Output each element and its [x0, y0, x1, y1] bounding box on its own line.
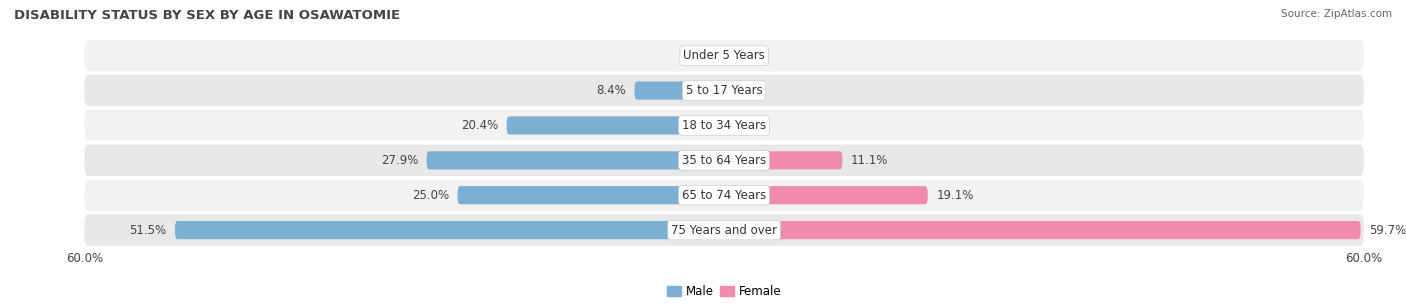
Text: 11.1%: 11.1%	[851, 154, 889, 167]
FancyBboxPatch shape	[84, 75, 1364, 106]
Text: DISABILITY STATUS BY SEX BY AGE IN OSAWATOMIE: DISABILITY STATUS BY SEX BY AGE IN OSAWA…	[14, 9, 401, 22]
Text: 51.5%: 51.5%	[129, 224, 166, 237]
Text: 0.0%: 0.0%	[733, 84, 762, 97]
Text: 65 to 74 Years: 65 to 74 Years	[682, 189, 766, 202]
Text: 18 to 34 Years: 18 to 34 Years	[682, 119, 766, 132]
Text: 25.0%: 25.0%	[412, 189, 449, 202]
Text: 0.0%: 0.0%	[733, 49, 762, 62]
FancyBboxPatch shape	[457, 186, 724, 204]
Text: 19.1%: 19.1%	[936, 189, 973, 202]
FancyBboxPatch shape	[634, 81, 724, 100]
Text: 20.4%: 20.4%	[461, 119, 498, 132]
Text: 27.9%: 27.9%	[381, 154, 418, 167]
Text: 59.7%: 59.7%	[1369, 224, 1406, 237]
Text: 8.4%: 8.4%	[596, 84, 626, 97]
FancyBboxPatch shape	[724, 186, 928, 204]
FancyBboxPatch shape	[174, 221, 724, 239]
FancyBboxPatch shape	[84, 110, 1364, 141]
FancyBboxPatch shape	[426, 151, 724, 169]
FancyBboxPatch shape	[84, 145, 1364, 176]
Text: 35 to 64 Years: 35 to 64 Years	[682, 154, 766, 167]
FancyBboxPatch shape	[84, 179, 1364, 211]
Legend: Male, Female: Male, Female	[662, 281, 786, 303]
FancyBboxPatch shape	[506, 116, 724, 134]
Text: 0.0%: 0.0%	[686, 49, 716, 62]
FancyBboxPatch shape	[724, 221, 1361, 239]
Text: Under 5 Years: Under 5 Years	[683, 49, 765, 62]
FancyBboxPatch shape	[84, 40, 1364, 71]
FancyBboxPatch shape	[724, 151, 842, 169]
FancyBboxPatch shape	[84, 214, 1364, 246]
Text: 0.0%: 0.0%	[733, 119, 762, 132]
Text: 75 Years and over: 75 Years and over	[671, 224, 778, 237]
Text: Source: ZipAtlas.com: Source: ZipAtlas.com	[1281, 9, 1392, 19]
Text: 5 to 17 Years: 5 to 17 Years	[686, 84, 762, 97]
